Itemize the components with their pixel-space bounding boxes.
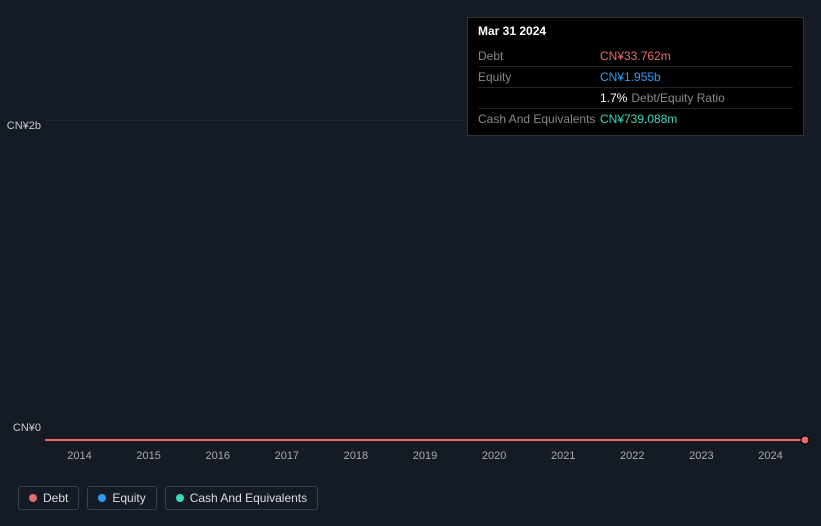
tooltip-rows: DebtCN¥33.762mEquityCN¥1.955b1.7%Debt/Eq… xyxy=(478,46,793,129)
tooltip-box: Mar 31 2024 DebtCN¥33.762mEquityCN¥1.955… xyxy=(467,17,804,136)
tooltip-row-value: CN¥1.955b xyxy=(600,70,661,84)
tooltip-row-value: CN¥33.762m xyxy=(600,49,671,63)
x-axis-tick: 2018 xyxy=(321,450,390,462)
tooltip-row-label: Equity xyxy=(478,70,600,84)
y-axis-label: CN¥0 xyxy=(13,422,41,434)
tooltip-row: 1.7% Debt/Equity Ratio xyxy=(478,87,793,108)
legend-item[interactable]: Cash And Equivalents xyxy=(165,486,318,510)
x-axis-tick: 2015 xyxy=(114,450,183,462)
tooltip-date: Mar 31 2024 xyxy=(478,24,793,42)
tooltip-row-label xyxy=(478,91,600,105)
x-axis-tick: 2017 xyxy=(252,450,321,462)
x-axis-tick: 2020 xyxy=(460,450,529,462)
x-axis-tick: 2024 xyxy=(736,450,805,462)
legend-label: Cash And Equivalents xyxy=(190,491,307,505)
tooltip-row-value: CN¥739.088m xyxy=(600,112,677,126)
x-axis-tick: 2019 xyxy=(390,450,459,462)
legend-dot-icon xyxy=(176,494,184,502)
x-axis-labels: 2014201520162017201820192020202120222023… xyxy=(45,450,805,462)
x-axis-tick: 2022 xyxy=(598,450,667,462)
x-axis-tick: 2021 xyxy=(529,450,598,462)
tooltip-row-value: 1.7% xyxy=(600,91,627,105)
chart-svg xyxy=(0,120,821,460)
tooltip-row: EquityCN¥1.955b xyxy=(478,66,793,87)
legend-label: Debt xyxy=(43,491,68,505)
tooltip-row-suffix: Debt/Equity Ratio xyxy=(631,91,724,105)
y-axis-label: CN¥2b xyxy=(7,120,41,132)
chart-container: 2014201520162017201820192020202120222023… xyxy=(0,120,821,475)
tooltip-row: DebtCN¥33.762m xyxy=(478,46,793,66)
legend-item[interactable]: Debt xyxy=(18,486,79,510)
legend-dot-icon xyxy=(98,494,106,502)
tooltip-row: Cash And EquivalentsCN¥739.088m xyxy=(478,108,793,129)
x-axis-tick: 2016 xyxy=(183,450,252,462)
tooltip-row-label: Debt xyxy=(478,49,600,63)
legend-item[interactable]: Equity xyxy=(87,486,156,510)
tooltip-row-label: Cash And Equivalents xyxy=(478,112,600,126)
legend-dot-icon xyxy=(29,494,37,502)
legend-label: Equity xyxy=(112,491,145,505)
x-axis-tick: 2014 xyxy=(45,450,114,462)
x-axis-tick: 2023 xyxy=(667,450,736,462)
legend: Debt Equity Cash And Equivalents xyxy=(18,486,318,510)
